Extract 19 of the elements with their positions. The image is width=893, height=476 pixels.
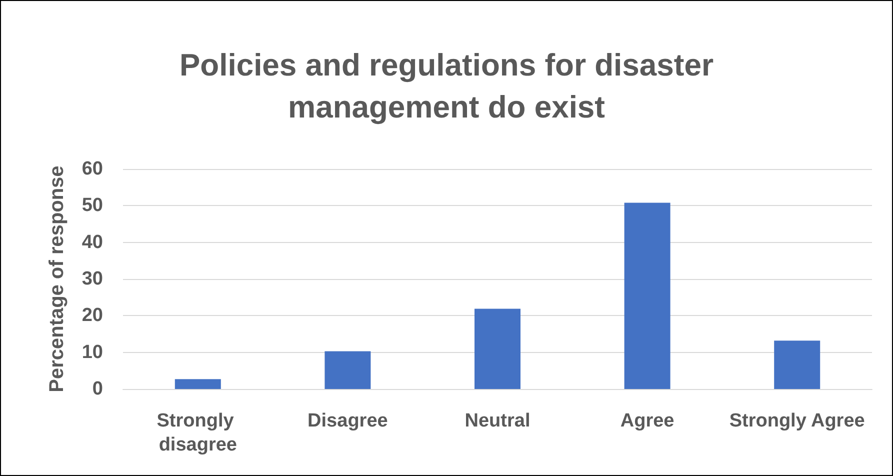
x-tick-label: Agree <box>620 410 674 432</box>
bar <box>174 379 221 389</box>
y-tick-label: 60 <box>82 158 103 180</box>
y-tick-label: 10 <box>82 342 103 363</box>
y-axis-title: Percentage of response <box>46 166 68 392</box>
x-tick-label: Strongly Agree <box>729 410 865 432</box>
y-tick-label: 40 <box>82 232 103 253</box>
y-tick-label: 50 <box>82 195 103 216</box>
y-tick-label: 20 <box>82 305 103 326</box>
x-tick-label: Neutral <box>464 410 530 432</box>
x-tick-label: Strongly disagree <box>156 410 240 456</box>
bar <box>774 340 820 389</box>
x-tick-label: Disagree <box>308 410 388 432</box>
y-tick-label: 0 <box>92 378 103 400</box>
bar <box>324 351 371 389</box>
y-tick-label: 30 <box>82 268 103 290</box>
bar <box>624 202 670 389</box>
bar <box>474 308 520 389</box>
chart-title: Policies and regulations for disaster management do exist <box>179 48 714 124</box>
